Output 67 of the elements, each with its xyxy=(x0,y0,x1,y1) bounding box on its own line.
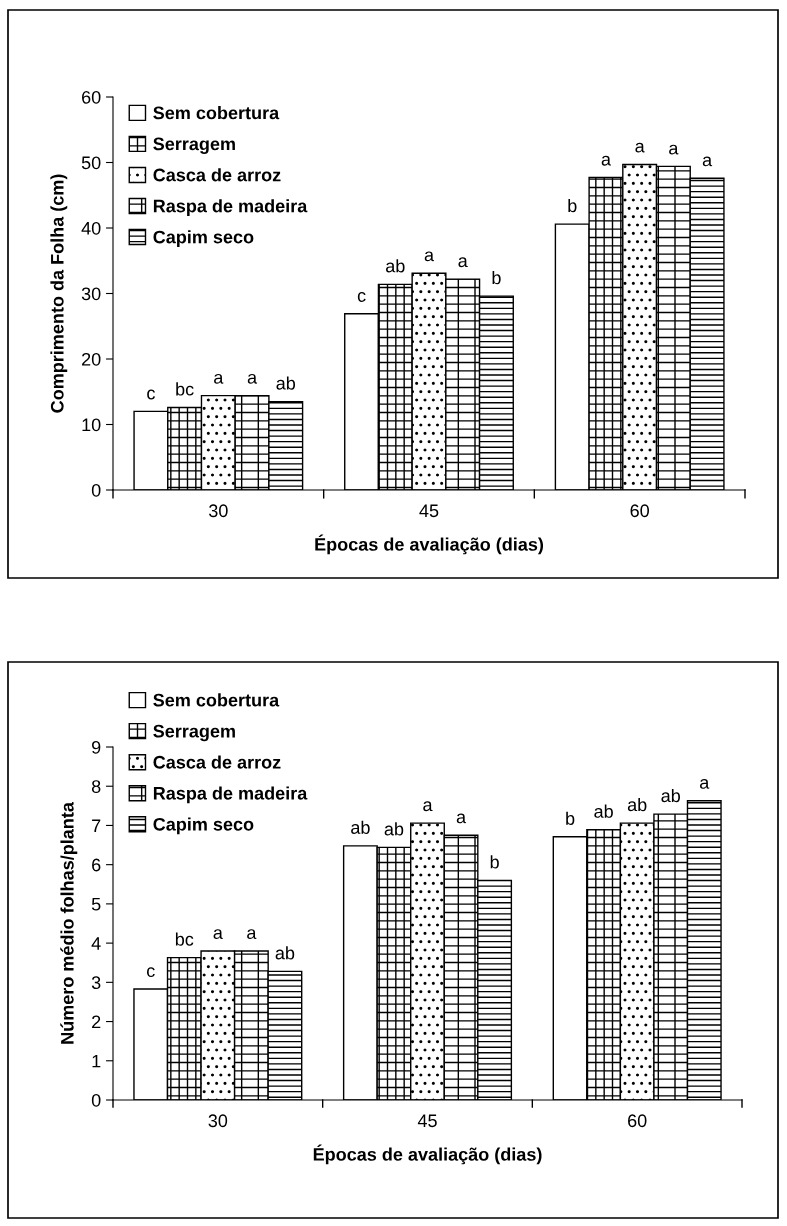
y-tick-label: 60 xyxy=(82,90,101,104)
legend-label: Raspa de madeira xyxy=(153,786,308,804)
x-tick-label: 60 xyxy=(630,504,649,518)
data-label: ab xyxy=(594,804,613,818)
y-tick-label: 9 xyxy=(92,740,101,754)
y-tick-label: 0 xyxy=(91,483,101,497)
y-tick-label: 0 xyxy=(91,1093,101,1107)
y-tick-label: 1 xyxy=(92,1054,101,1068)
y-axis-title: Comprimento da Folha (cm) xyxy=(50,174,68,413)
y-tick-label: 5 xyxy=(91,898,101,911)
x-tick-label: 60 xyxy=(628,1114,647,1128)
data-label: b xyxy=(568,198,577,213)
data-label: a xyxy=(669,144,679,155)
data-label: a xyxy=(424,251,435,262)
data-label: ab xyxy=(386,259,405,273)
data-label: a xyxy=(702,156,713,167)
legend-label: Casca de arroz xyxy=(153,755,281,769)
data-label: ab xyxy=(627,797,647,812)
y-tick-label: 6 xyxy=(92,858,101,872)
data-label: a xyxy=(458,257,468,268)
x-tick-label: 45 xyxy=(417,1114,437,1128)
data-label: b xyxy=(492,270,501,285)
data-label: c xyxy=(357,292,366,302)
data-label: a xyxy=(247,929,257,940)
data-label: a xyxy=(700,778,710,789)
data-label: ab xyxy=(275,946,295,960)
y-tick-label: 3 xyxy=(91,976,101,990)
y-axis-title: Número médio folhas/planta xyxy=(60,801,78,1044)
data-label: c xyxy=(146,967,155,978)
data-label: a xyxy=(635,142,645,153)
legend-label: Capim seco xyxy=(153,230,254,247)
data-label: b xyxy=(566,811,575,825)
legend-label: Casca de arroz xyxy=(153,168,281,182)
data-label: a xyxy=(423,801,433,812)
x-tick-label: 45 xyxy=(419,504,439,518)
data-label: ab xyxy=(276,376,296,390)
legend-label: Raspa de madeira xyxy=(153,199,308,216)
y-tick-label: 40 xyxy=(81,221,101,235)
data-label: bc xyxy=(175,932,194,946)
data-label: bc xyxy=(176,382,194,396)
y-tick-label: 2 xyxy=(92,1015,101,1029)
legend-label: Sem cobertura xyxy=(153,693,280,707)
y-tick-label: 7 xyxy=(92,819,101,832)
data-label: b xyxy=(490,855,499,869)
data-label: ab xyxy=(351,820,370,834)
legend-label: Serragem xyxy=(153,137,235,154)
y-tick-label: 20 xyxy=(82,352,101,366)
y-tick-label: 8 xyxy=(91,780,101,793)
data-label: a xyxy=(213,929,223,940)
y-tick-label: 4 xyxy=(91,937,101,950)
data-label: c xyxy=(147,389,155,400)
x-axis-title: Épocas de avaliação (dias) xyxy=(315,534,544,555)
y-tick-label: 30 xyxy=(81,287,101,301)
data-label: a xyxy=(601,155,611,166)
x-tick-label: 30 xyxy=(208,504,228,518)
data-label: a xyxy=(214,373,224,384)
data-label: ab xyxy=(661,788,680,803)
x-tick-label: 30 xyxy=(208,1114,228,1128)
x-axis-title: Épocas de avaliação (dias) xyxy=(313,1144,542,1165)
legend-label: Sem cobertura xyxy=(153,106,280,120)
data-label: ab xyxy=(384,822,404,836)
y-tick-label: 10 xyxy=(82,418,101,432)
legend-label: Capim seco xyxy=(153,817,254,835)
legend-label: Serragem xyxy=(153,724,235,742)
y-tick-label: 50 xyxy=(81,156,101,170)
data-label: a xyxy=(247,373,258,384)
data-label: a xyxy=(456,813,467,824)
